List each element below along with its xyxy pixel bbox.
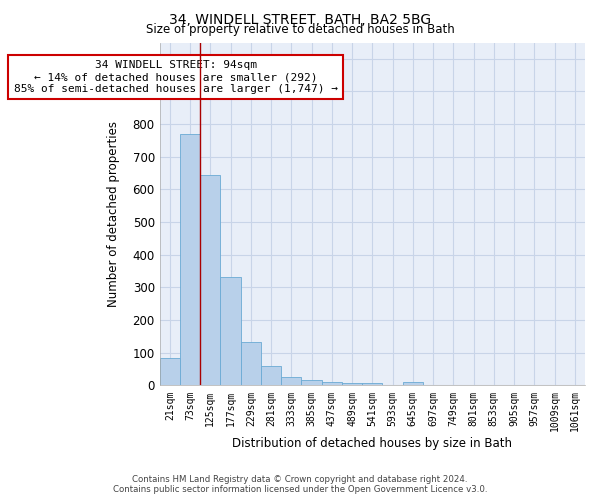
Bar <box>281 378 301 386</box>
X-axis label: Distribution of detached houses by size in Bath: Distribution of detached houses by size … <box>232 437 512 450</box>
Bar <box>180 134 200 386</box>
Bar <box>301 380 322 386</box>
Text: Size of property relative to detached houses in Bath: Size of property relative to detached ho… <box>146 23 454 36</box>
Text: 34, WINDELL STREET, BATH, BA2 5BG: 34, WINDELL STREET, BATH, BA2 5BG <box>169 12 431 26</box>
Bar <box>403 382 423 386</box>
Bar <box>362 384 382 386</box>
Text: 34 WINDELL STREET: 94sqm
← 14% of detached houses are smaller (292)
85% of semi-: 34 WINDELL STREET: 94sqm ← 14% of detach… <box>14 60 338 94</box>
Y-axis label: Number of detached properties: Number of detached properties <box>107 121 119 307</box>
Text: Contains HM Land Registry data © Crown copyright and database right 2024.
Contai: Contains HM Land Registry data © Crown c… <box>113 474 487 494</box>
Bar <box>220 276 241 386</box>
Bar <box>342 382 362 386</box>
Bar <box>241 342 261 386</box>
Bar <box>160 358 180 386</box>
Bar <box>322 382 342 386</box>
Bar <box>261 366 281 386</box>
Bar <box>200 176 220 386</box>
